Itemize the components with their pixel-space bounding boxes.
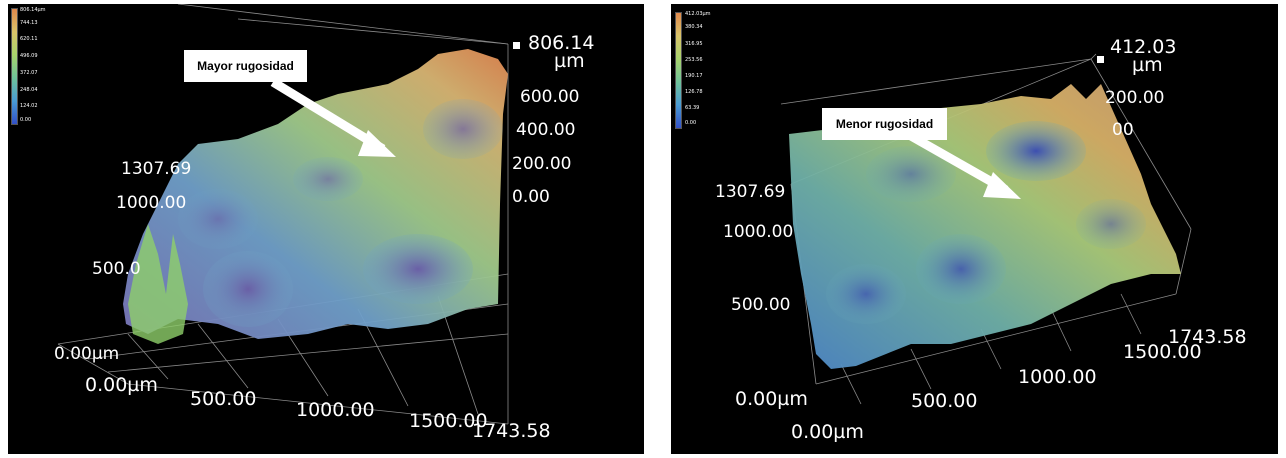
right-scale-tick: 380.34	[685, 24, 703, 30]
left-surface-plot	[57, 4, 509, 425]
right-max-marker	[1097, 56, 1104, 63]
right-max-label: 412.03	[1110, 36, 1177, 58]
right-x-tick: 500.00	[911, 390, 978, 412]
left-y-tick: 0.00µm	[54, 344, 120, 364]
left-z-tick: 600.00	[520, 87, 580, 107]
left-scale-tick: 0.00	[20, 117, 32, 123]
left-x-tick: 1500.00	[409, 410, 488, 432]
right-scale-tick: 0.00	[685, 120, 697, 126]
left-scale-tick: 372.07	[20, 70, 38, 76]
left-x-tick: 1000.00	[296, 399, 375, 421]
right-unit-label: µm	[1132, 54, 1163, 76]
left-x-tick: 1743.58	[472, 420, 551, 442]
right-scale-tick: 253.56	[685, 57, 703, 63]
left-y-tick: 1000.00	[116, 193, 187, 213]
right-z-tick: 00	[1112, 120, 1134, 140]
left-callout-label: Mayor rugosidad	[184, 50, 307, 82]
right-callout-label: Menor rugosidad	[822, 108, 947, 140]
right-x-tick: 0.00µm	[791, 421, 864, 443]
right-x-tick: 1743.58	[1168, 326, 1247, 348]
left-z-tick: 400.00	[516, 120, 576, 140]
right-3d-surface-panel: 412.03µm 380.34 316.95 253.56 190.17 126…	[671, 4, 1278, 454]
right-scale-tick: 412.03µm	[685, 11, 711, 17]
left-grid	[57, 4, 509, 425]
left-scale-tick: 248.04	[20, 87, 38, 93]
right-scale-tick: 190.17	[685, 73, 703, 79]
right-scale-tick: 63.39	[685, 105, 700, 111]
right-z-tick: 200.00	[1105, 88, 1165, 108]
left-unit-label: µm	[554, 50, 585, 72]
left-max-marker	[513, 42, 520, 49]
left-scale-tick: 124.02	[20, 103, 38, 109]
right-y-tick: 1000.00	[723, 222, 794, 242]
right-color-scale	[675, 12, 682, 129]
left-max-label: 806.14	[528, 32, 595, 54]
left-y-tick: 1307.69	[121, 159, 192, 179]
left-x-tick: 500.00	[190, 388, 257, 410]
left-scale-tick: 744.13	[20, 20, 38, 26]
left-z-tick: 0.00	[512, 187, 550, 207]
left-scale-tick: 620.11	[20, 36, 38, 42]
left-color-scale	[11, 8, 18, 125]
right-scale-tick: 316.95	[685, 41, 703, 47]
right-y-tick: 0.00µm	[735, 388, 808, 410]
left-z-tick: 200.00	[512, 154, 572, 174]
right-x-tick: 1500.00	[1123, 341, 1202, 363]
right-scale-tick: 126.78	[685, 89, 703, 95]
right-y-tick: 1307.69	[715, 182, 786, 202]
left-callout-arrow	[270, 78, 396, 157]
left-y-tick: 500.0	[92, 259, 141, 279]
left-scale-tick: 496.09	[20, 53, 38, 59]
right-y-tick: 500.00	[731, 295, 791, 315]
left-x-tick: 0.00µm	[85, 374, 158, 396]
right-callout-arrow	[908, 132, 1021, 199]
left-scale-tick: 806.14µm	[20, 7, 46, 13]
right-x-tick: 1000.00	[1018, 366, 1097, 388]
right-surface-plot	[780, 53, 1192, 405]
left-3d-surface-panel: 806.14µm 744.13 620.11 496.09 372.07 248…	[8, 4, 644, 454]
